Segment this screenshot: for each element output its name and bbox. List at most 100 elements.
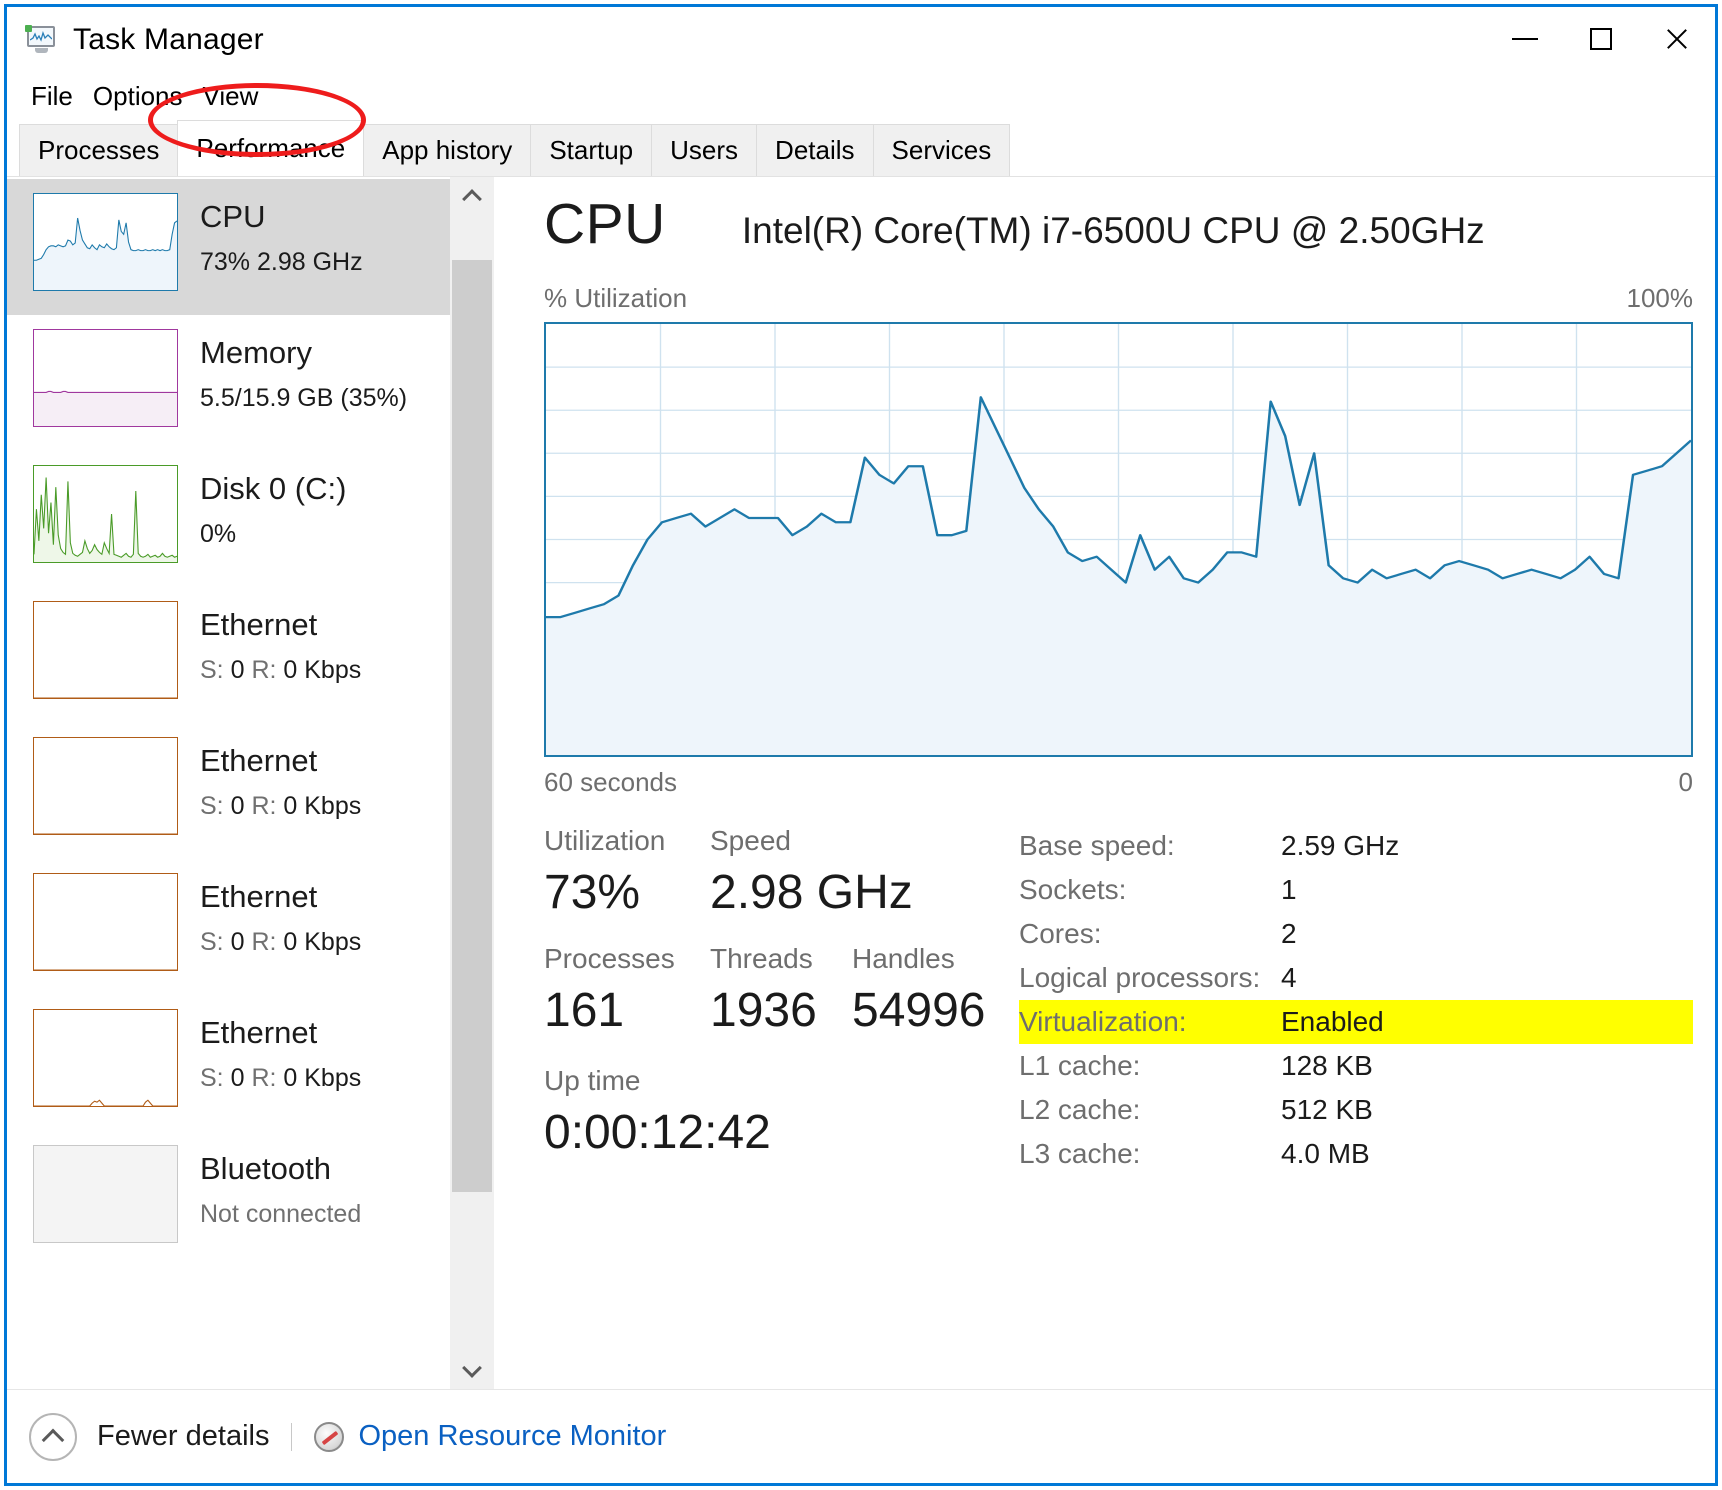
spec-row-sockets: Sockets: 1 bbox=[1019, 868, 1693, 912]
recv-label: R: bbox=[251, 656, 284, 684]
cpu-model-name: Intel(R) Core(TM) i7-6500U CPU @ 2.50GHz bbox=[741, 210, 1485, 251]
maximize-button[interactable] bbox=[1563, 7, 1639, 71]
y-axis-label: % Utilization bbox=[544, 283, 688, 313]
sidebar-item-memory[interactable]: Memory 5.5/15.9 GB (35%) bbox=[7, 315, 450, 451]
tab-processes[interactable]: Processes bbox=[19, 124, 179, 176]
close-icon bbox=[1664, 26, 1690, 52]
scroll-up-button[interactable] bbox=[450, 177, 494, 215]
tab-details[interactable]: Details bbox=[756, 124, 874, 176]
sidebar-item-ethernet-2[interactable]: Ethernet S: 0 R: 0 Kbps bbox=[7, 723, 450, 859]
sidebar-wrapper: CPU 73% 2.98 GHz Memory 5.5/15.9 GB (35%… bbox=[7, 177, 494, 1389]
spec-key-base-speed: Base speed: bbox=[1019, 830, 1175, 861]
sidebar-item-ethernet-1-value: S: 0 R: 0 Kbps bbox=[200, 650, 361, 690]
sidebar-item-cpu-value: 73% 2.98 GHz bbox=[200, 248, 363, 276]
sidebar-item-memory-label: Memory bbox=[200, 335, 312, 370]
resource-sidebar: CPU 73% 2.98 GHz Memory 5.5/15.9 GB (35%… bbox=[7, 177, 450, 1389]
scrollbar-track[interactable] bbox=[450, 215, 494, 1351]
stat-utilization-label: Utilization bbox=[544, 825, 666, 856]
tab-services[interactable]: Services bbox=[872, 124, 1011, 176]
recv-value: 0 Kbps bbox=[283, 928, 362, 956]
sidebar-item-ethernet-4[interactable]: Ethernet S: 0 R: 0 Kbps bbox=[7, 995, 450, 1131]
tab-performance[interactable]: Performance bbox=[177, 120, 365, 176]
panel-header: CPU Intel(R) Core(TM) i7-6500U CPU @ 2.5… bbox=[544, 191, 1693, 257]
scroll-down-button[interactable] bbox=[450, 1351, 494, 1389]
spec-row-l2-cache: L2 cache: 512 KB bbox=[1019, 1088, 1693, 1132]
stat-handles: Handles 54996 bbox=[852, 938, 985, 1042]
sidebar-item-ethernet-3-value: S: 0 R: 0 Kbps bbox=[200, 922, 361, 962]
cpu-utilization-chart bbox=[546, 324, 1691, 755]
sidebar-item-ethernet-3-label: Ethernet bbox=[200, 879, 318, 914]
send-label: S: bbox=[200, 1064, 231, 1092]
stat-uptime-value: 0:00:12:42 bbox=[544, 1106, 771, 1159]
menu-options[interactable]: Options bbox=[92, 80, 183, 111]
task-manager-window: Task Manager File Options View Processes… bbox=[4, 4, 1718, 1486]
sidebar-item-disk0[interactable]: Disk 0 (C:) 0% bbox=[7, 451, 450, 587]
stats-row-2: Processes 161 Threads 1936 Handles 54996 bbox=[544, 938, 999, 1042]
sidebar-item-ethernet-1[interactable]: Ethernet S: 0 R: 0 Kbps bbox=[7, 587, 450, 723]
bluetooth-thumbnail-graph bbox=[33, 1145, 178, 1243]
spec-key-l2-cache: L2 cache: bbox=[1019, 1094, 1141, 1125]
scrollbar-thumb[interactable] bbox=[452, 260, 492, 1192]
graph-top-axis: % Utilization 100% bbox=[544, 283, 1693, 314]
minimize-button[interactable] bbox=[1487, 7, 1563, 71]
stats-area: Utilization 73% Speed 2.98 GHz Processes… bbox=[544, 820, 1693, 1176]
recv-value: 0 Kbps bbox=[283, 792, 362, 820]
page-title: CPU bbox=[544, 192, 666, 256]
cpu-utilization-graph[interactable] bbox=[544, 322, 1693, 757]
spec-value-base-speed: 2.59 GHz bbox=[1281, 830, 1400, 861]
spec-row-logical-processors: Logical processors: 4 bbox=[1019, 956, 1693, 1000]
graph-bottom-axis: 60 seconds 0 bbox=[544, 767, 1693, 798]
window-controls bbox=[1487, 7, 1715, 71]
sidebar-item-ethernet-3[interactable]: Ethernet S: 0 R: 0 Kbps bbox=[7, 859, 450, 995]
open-resource-monitor-link[interactable]: Open Resource Monitor bbox=[358, 1420, 667, 1452]
spec-key-l1-cache: L1 cache: bbox=[1019, 1050, 1141, 1081]
stats-row-1: Utilization 73% Speed 2.98 GHz bbox=[544, 820, 999, 924]
cpu-thumbnail-graph bbox=[33, 193, 178, 291]
stats-left-column: Utilization 73% Speed 2.98 GHz Processes… bbox=[544, 820, 999, 1176]
spec-row-virtualization: Virtualization: Enabled bbox=[1019, 1000, 1693, 1044]
send-value: 0 bbox=[230, 1064, 252, 1092]
cpu-detail-panel: CPU Intel(R) Core(TM) i7-6500U CPU @ 2.5… bbox=[494, 177, 1715, 1389]
spec-value-l2-cache: 512 KB bbox=[1281, 1094, 1373, 1125]
tab-app-history[interactable]: App history bbox=[363, 124, 532, 176]
menu-file[interactable]: File bbox=[31, 80, 73, 111]
spec-row-base-speed: Base speed: 2.59 GHz bbox=[1019, 824, 1693, 868]
spec-key-virtualization: Virtualization: bbox=[1019, 1006, 1187, 1037]
stat-threads-label: Threads bbox=[710, 943, 813, 974]
recv-label: R: bbox=[251, 792, 284, 820]
spec-key-sockets: Sockets: bbox=[1019, 874, 1127, 905]
spec-value-l3-cache: 4.0 MB bbox=[1281, 1138, 1370, 1169]
sidebar-item-bluetooth[interactable]: Bluetooth Not connected bbox=[7, 1131, 450, 1267]
spec-row-l3-cache: L3 cache: 4.0 MB bbox=[1019, 1132, 1693, 1176]
send-value: 0 bbox=[230, 928, 252, 956]
sidebar-item-disk0-label: Disk 0 (C:) bbox=[200, 471, 347, 506]
tab-strip: Processes Performance App history Startu… bbox=[7, 83, 1715, 177]
sidebar-item-disk0-value: 0% bbox=[200, 520, 237, 548]
fewer-details-button[interactable]: Fewer details bbox=[29, 1412, 269, 1461]
tab-users[interactable]: Users bbox=[651, 124, 758, 176]
stat-uptime-label: Up time bbox=[544, 1065, 641, 1096]
y-axis-max: 100% bbox=[1626, 283, 1694, 313]
menu-view[interactable]: View bbox=[202, 80, 259, 111]
sidebar-item-memory-value: 5.5/15.9 GB (35%) bbox=[200, 384, 408, 412]
stat-speed-label: Speed bbox=[710, 825, 791, 856]
ethernet-4-thumbnail-graph bbox=[33, 1009, 178, 1107]
sidebar-item-cpu[interactable]: CPU 73% 2.98 GHz bbox=[7, 179, 450, 315]
spec-key-l3-cache: L3 cache: bbox=[1019, 1138, 1141, 1169]
footer-divider bbox=[291, 1422, 293, 1451]
menu-bar: File Options View bbox=[7, 73, 1715, 119]
spec-value-virtualization: Enabled bbox=[1281, 1006, 1384, 1037]
recv-label: R: bbox=[251, 928, 284, 956]
tab-startup[interactable]: Startup bbox=[530, 124, 653, 176]
ethernet-2-thumbnail-graph bbox=[33, 737, 178, 835]
monitor-wave-icon bbox=[30, 31, 52, 42]
spec-value-sockets: 1 bbox=[1281, 874, 1297, 905]
recv-value: 0 Kbps bbox=[283, 656, 362, 684]
ethernet-3-thumbnail-graph bbox=[33, 873, 178, 971]
spec-value-logical-processors: 4 bbox=[1281, 962, 1297, 993]
title-bar: Task Manager bbox=[7, 7, 1715, 73]
close-button[interactable] bbox=[1639, 7, 1715, 71]
minimize-icon bbox=[1512, 38, 1538, 40]
chevron-down-icon bbox=[462, 1357, 482, 1378]
sidebar-scrollbar[interactable] bbox=[450, 177, 494, 1389]
